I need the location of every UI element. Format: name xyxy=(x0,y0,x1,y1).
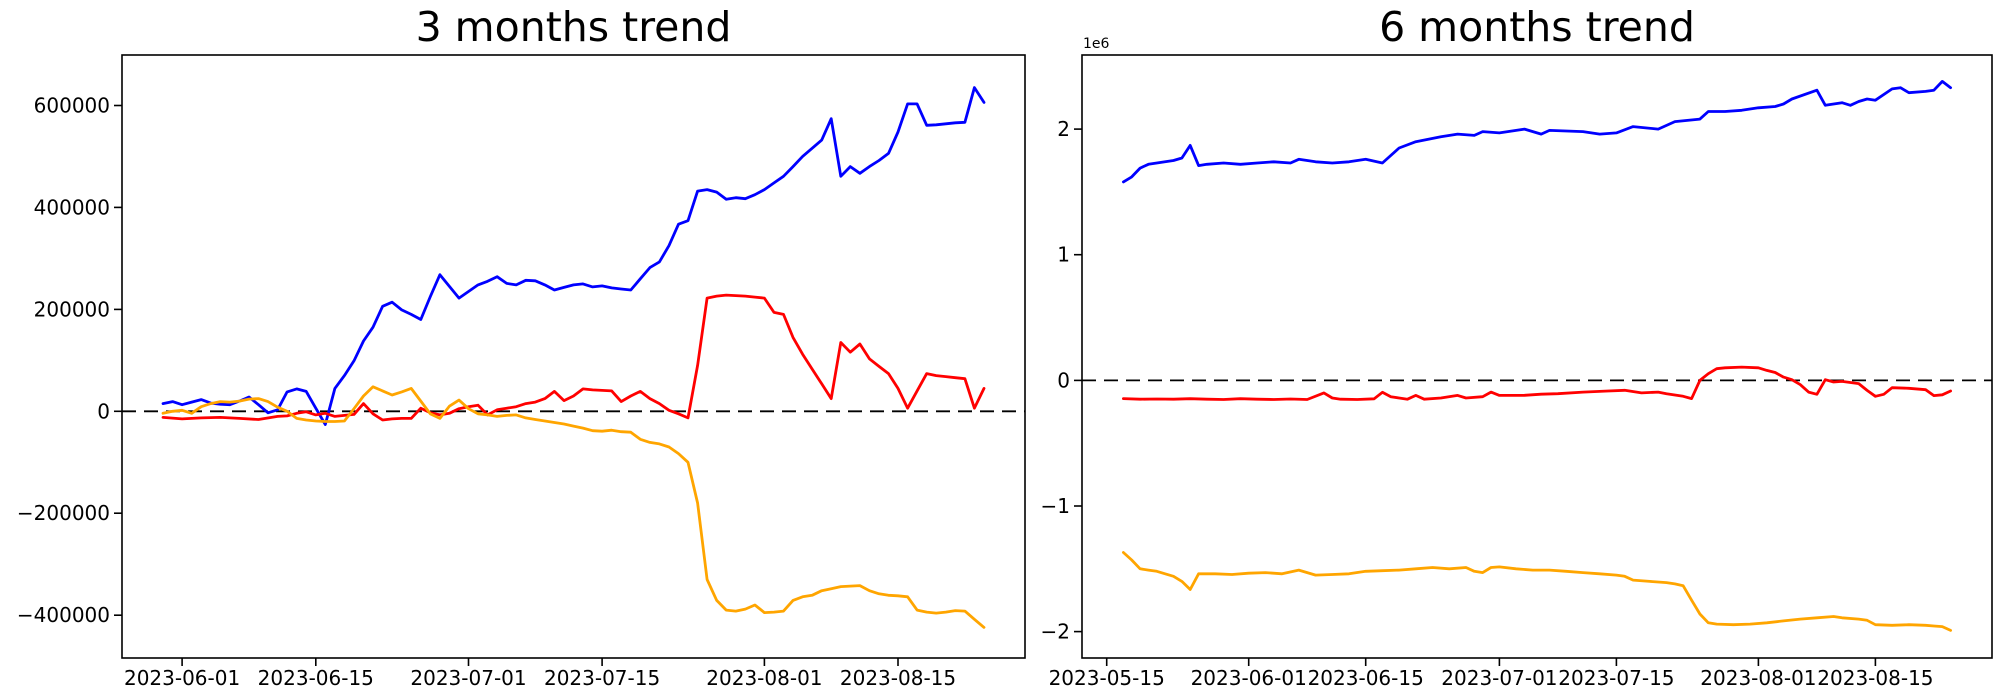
six-months-y-tick-label: −2 xyxy=(1041,620,1070,644)
three-months-y-tick-label: −200000 xyxy=(17,501,110,525)
three-months-series-orange-line xyxy=(161,385,986,629)
three-months-series-red-line xyxy=(161,293,986,422)
three-months-y-tick-label: 600000 xyxy=(34,94,110,118)
three-months-x-tick-label: 2023-08-01 xyxy=(706,666,822,690)
three-months-x-tick-label: 2023-06-15 xyxy=(258,666,374,690)
six-months-y-tick-label: 2 xyxy=(1057,117,1070,141)
six-months-series-blue-line xyxy=(1122,80,1952,184)
three-months-x-tick-label: 2023-06-01 xyxy=(124,666,240,690)
six-months-x-tick-label: 2023-06-01 xyxy=(1191,666,1307,690)
six-months-x-tick-label: 2023-07-01 xyxy=(1441,666,1557,690)
six-months-x-tick-label: 2023-06-15 xyxy=(1308,666,1424,690)
chart-title-6-months: 6 months trend xyxy=(1379,3,1695,51)
three-months-x-tick-label: 2023-07-01 xyxy=(410,666,526,690)
three-months-y-tick-label: 200000 xyxy=(34,297,110,321)
six-months-series-red-line xyxy=(1122,365,1952,401)
three-months-y-tick-label: 0 xyxy=(97,399,110,423)
six-months-x-tick-label: 2023-08-01 xyxy=(1700,666,1816,690)
six-months-y-tick-label: 1 xyxy=(1057,243,1070,267)
six-months-y-tick-label: 0 xyxy=(1057,368,1070,392)
six-months-series-orange-line xyxy=(1122,551,1952,632)
three-months-plot-border xyxy=(121,54,1026,659)
three-months-y-tick-label: 400000 xyxy=(34,195,110,219)
six-months-plot-border xyxy=(1081,54,1993,659)
chart-title-3-months: 3 months trend xyxy=(415,3,732,51)
three-months-y-tick-label: −400000 xyxy=(17,603,110,627)
y-axis-offset-label: 1e6 xyxy=(1083,36,1110,52)
six-months-y-tick-label: −1 xyxy=(1041,494,1070,518)
chart-six-months: 2023-05-15 2023-06-01 2023-06-15 2023-07-01… xyxy=(1041,54,1993,690)
six-months-x-tick-label: 2023-05-15 xyxy=(1049,666,1165,690)
six-months-x-tick-label: 2023-07-15 xyxy=(1558,666,1674,690)
chart-three-months: 2023-06-01 2023-06-15 2023-07-01 2023-07-15… xyxy=(17,54,1026,690)
three-months-series-blue-line xyxy=(161,86,986,426)
three-months-x-tick-label: 2023-08-15 xyxy=(840,666,956,690)
six-months-x-tick-label: 2023-08-15 xyxy=(1817,666,1933,690)
three-months-x-tick-label: 2023-07-15 xyxy=(544,666,660,690)
